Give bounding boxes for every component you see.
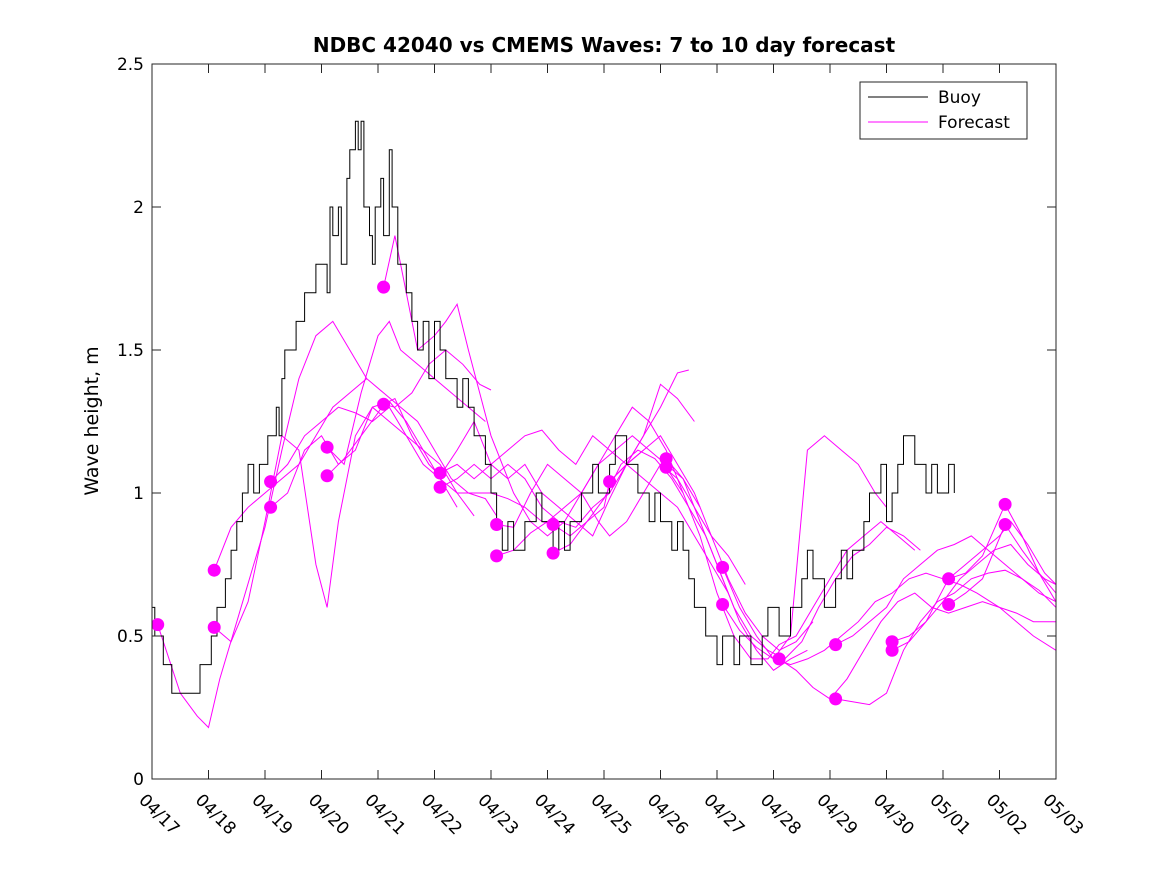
forecast-start-marker [546,518,560,531]
forecast-start-marker [207,563,221,577]
forecast-start-marker [490,518,504,531]
forecast-line-24 [891,543,1056,643]
forecast-start-marker [942,598,956,611]
forecast-start-marker [659,460,673,474]
forecast-line-10 [439,429,729,594]
forecast-line-17 [665,458,921,660]
legend-box [859,81,1028,140]
forecast-start-marker [320,440,334,454]
forecast-start-marker [772,652,786,666]
forecast-start-marker [433,480,447,494]
forecast-line-13 [496,406,684,557]
y-axis-label: Wave height, m [81,346,103,495]
forecast-start-marker [377,397,391,411]
forecast-start-marker [603,475,617,489]
forecast-line-9 [383,397,644,537]
forecast-line-3 [213,406,475,643]
buoy-line [152,120,955,694]
forecast-start-marker [546,546,560,560]
forecast-start-marker [320,469,334,483]
forecast-start-marker [885,643,899,657]
forecast-line-12 [496,463,746,585]
forecast-line-19 [722,435,887,660]
forecast-start-marker [942,572,956,586]
forecast-line-4 [270,406,554,525]
chart-title: NDBC 42040 vs CMEMS Waves: 7 to 10 day f… [313,33,896,57]
y-axis: 0 0.5 1 1.5 2 2.5 [117,55,1056,790]
forecast-start-marker [829,638,843,652]
legend: Buoy Forecast [859,81,1028,140]
forecast-line-11 [439,383,695,528]
legend-label-buoy: Buoy [938,88,981,108]
forecast-start-marker [207,620,221,634]
forecast-start-marker [377,280,391,294]
forecast-start-marker [716,598,730,611]
forecast-start-marker [998,518,1012,531]
y-tick-label: 2 [133,198,144,218]
series-layer [152,120,1056,729]
forecast-start-marker [829,692,843,706]
forecast-line-25 [891,520,1056,651]
forecast-start-marker [998,497,1012,511]
forecast-start-marker [264,475,278,489]
plot-area [152,64,1056,779]
forecast-line-1 [157,320,368,729]
forecast-start-marker [433,466,447,480]
forecast-line-7 [326,349,492,477]
forecast-line-15 [552,449,808,671]
forecast-line-21 [778,592,1056,700]
forecast-start-marker [716,560,730,574]
forecast-start-marker [490,549,504,563]
y-tick-label: 1.5 [117,341,144,361]
y-tick-label: 0 [133,770,144,790]
forecast-line-2 [213,377,498,571]
forecast-start-marker [152,618,165,632]
y-tick-label: 2.5 [117,55,144,75]
forecast-line-16 [609,435,814,651]
y-tick-label: 0.5 [117,627,144,647]
forecast-start-marker [264,500,278,514]
legend-label-forecast: Forecast [938,113,1010,133]
forecast-line-5 [270,400,458,508]
y-tick-label: 1 [133,484,144,504]
forecast-line-22 [835,535,1056,646]
forecast-start-markers [152,280,1012,706]
